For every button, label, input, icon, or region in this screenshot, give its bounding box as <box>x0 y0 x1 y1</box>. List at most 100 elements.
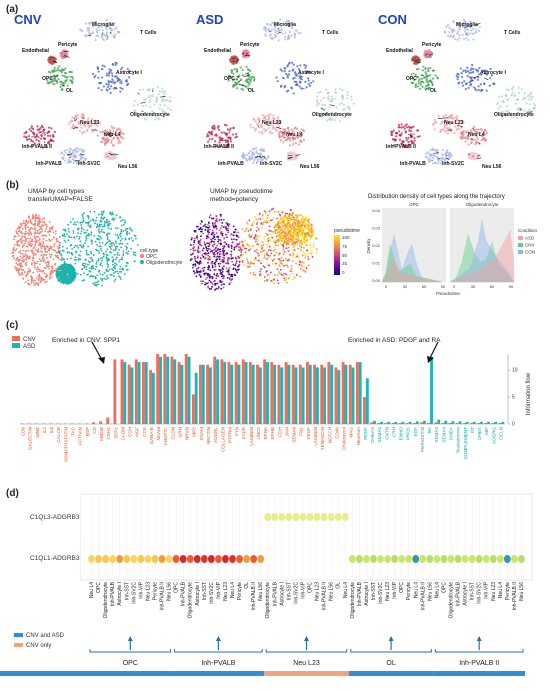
bar-cnv <box>149 370 152 424</box>
group-bracket <box>174 649 263 653</box>
bar-cnv <box>327 362 331 424</box>
dot-c1ql1 <box>511 555 518 563</box>
category-label: IL2 <box>42 427 47 434</box>
category-label: Neurexin <box>356 427 361 446</box>
bar-cnv <box>420 422 423 424</box>
bar-asd <box>144 362 148 424</box>
condition-legend-item: CNV <box>525 243 535 248</box>
category-label: VEGF <box>306 427 311 440</box>
cluster-label: OL <box>66 88 73 94</box>
bar-cnv <box>206 364 210 424</box>
umap-con <box>390 18 537 165</box>
umap-cluster <box>227 65 256 91</box>
category-label: Testosterone <box>456 427 461 454</box>
bar-asd <box>166 356 170 424</box>
bar-asd <box>337 370 341 424</box>
bar-asd <box>187 356 191 424</box>
cluster-label: T Cells <box>322 30 339 36</box>
dot-c1ql1 <box>398 555 406 563</box>
cluster-label: Astrocyte I <box>298 70 324 76</box>
target-label: Inh-PVALB II <box>322 582 328 611</box>
bar-asd <box>308 364 312 424</box>
dot-c1ql1 <box>200 555 208 563</box>
group-arrowhead <box>304 636 309 641</box>
bar-cnv <box>291 364 295 424</box>
target-label: Inh-VIP <box>138 581 144 598</box>
bar-cnv <box>334 367 338 424</box>
density-xtick: 0 <box>385 284 388 289</box>
bar-cnv <box>70 423 74 424</box>
bar-asd <box>408 421 412 424</box>
source-group-label: Inh-PVALB II <box>459 660 499 667</box>
category-label: FN1 <box>299 427 304 436</box>
dot-c1ql1 <box>229 555 236 563</box>
target-label: Astrocyte I <box>463 582 469 606</box>
bar-cnv <box>477 422 481 424</box>
cluster-label: Inh-SV2C <box>442 161 465 167</box>
umap-cluster <box>390 123 421 148</box>
dot-c1ql1 <box>257 555 265 563</box>
group-color-bar <box>172 671 265 676</box>
bar-cnv <box>177 362 181 424</box>
umap-cnv <box>23 19 172 165</box>
category-label: GRN <box>177 427 182 437</box>
target-label: Neu L56 <box>329 582 335 601</box>
panel-d-label: (d) <box>6 488 19 499</box>
panel-c-legend-item: ASD <box>12 343 36 350</box>
pseudotime-tick: 75 <box>342 243 348 249</box>
condition-title-cnv: CNV <box>14 12 42 27</box>
category-label: SPP1 <box>113 427 118 439</box>
dot-c1ql3 <box>320 513 328 521</box>
pseudotime-legend-title: pseudotime <box>334 228 360 234</box>
pseudotime-colorbar <box>334 235 340 275</box>
category-label: HGF <box>135 427 140 437</box>
bar-cnv <box>355 362 359 424</box>
bar-asd <box>422 420 426 424</box>
target-label: Neu L4 <box>89 582 95 598</box>
target-label: Inh-SV2C <box>131 582 137 604</box>
bar-asd <box>237 364 241 424</box>
cluster-label: Inh-PVALB <box>218 161 244 167</box>
umap-asd <box>205 18 355 165</box>
bar-cnv <box>227 362 231 424</box>
bar-cnv <box>163 354 167 424</box>
bar-asd <box>230 364 234 424</box>
category-label: SEMA3 <box>434 427 439 443</box>
bar-cnv <box>127 364 131 424</box>
group-arrowhead <box>215 636 221 641</box>
bar-asd <box>358 362 362 424</box>
cluster-label: Microglia <box>274 22 296 28</box>
category-label: CRH <box>391 427 396 437</box>
category-label: SOMATOSTATIN <box>63 427 68 462</box>
cluster-label: Neu L23 <box>444 120 464 126</box>
cluster-label: Oligodendrocyte <box>494 112 534 118</box>
bar-cnv <box>134 359 138 424</box>
umap-cluster <box>67 113 101 135</box>
target-label: Neu L56 <box>167 582 173 601</box>
bar-cnv <box>341 362 345 424</box>
density-xtick: 30 <box>403 284 408 289</box>
bar-asd <box>194 372 198 424</box>
cluster-label: Inh-PVALB <box>36 161 62 167</box>
dot-c1ql3 <box>285 513 293 521</box>
cell-type-legend-item: Oligodendrocyte <box>140 260 182 266</box>
dot-c1ql1 <box>130 555 138 563</box>
bar-cnv <box>77 423 81 424</box>
cluster-label: OPC <box>224 76 235 82</box>
group-color-bar-lead <box>0 671 88 676</box>
category-label: PTPR <box>242 426 247 439</box>
target-label: Inh-PVALB <box>456 581 462 606</box>
bar-cnv <box>141 362 145 424</box>
target-label: Inh-VIP <box>392 581 398 598</box>
umap-cluster <box>496 85 537 119</box>
bar-asd <box>401 421 405 424</box>
density-curve <box>449 229 515 283</box>
target-label: Pericyte <box>237 582 243 600</box>
bar-asd <box>258 367 262 424</box>
dot-c1ql3 <box>327 513 335 521</box>
target-label: OL <box>336 582 342 589</box>
cluster-label: Pericyte <box>422 42 442 48</box>
category-label: LAMININ <box>249 427 254 446</box>
cluster-label: Neu L23 <box>80 120 100 126</box>
category-label: ADGRL <box>213 427 218 443</box>
